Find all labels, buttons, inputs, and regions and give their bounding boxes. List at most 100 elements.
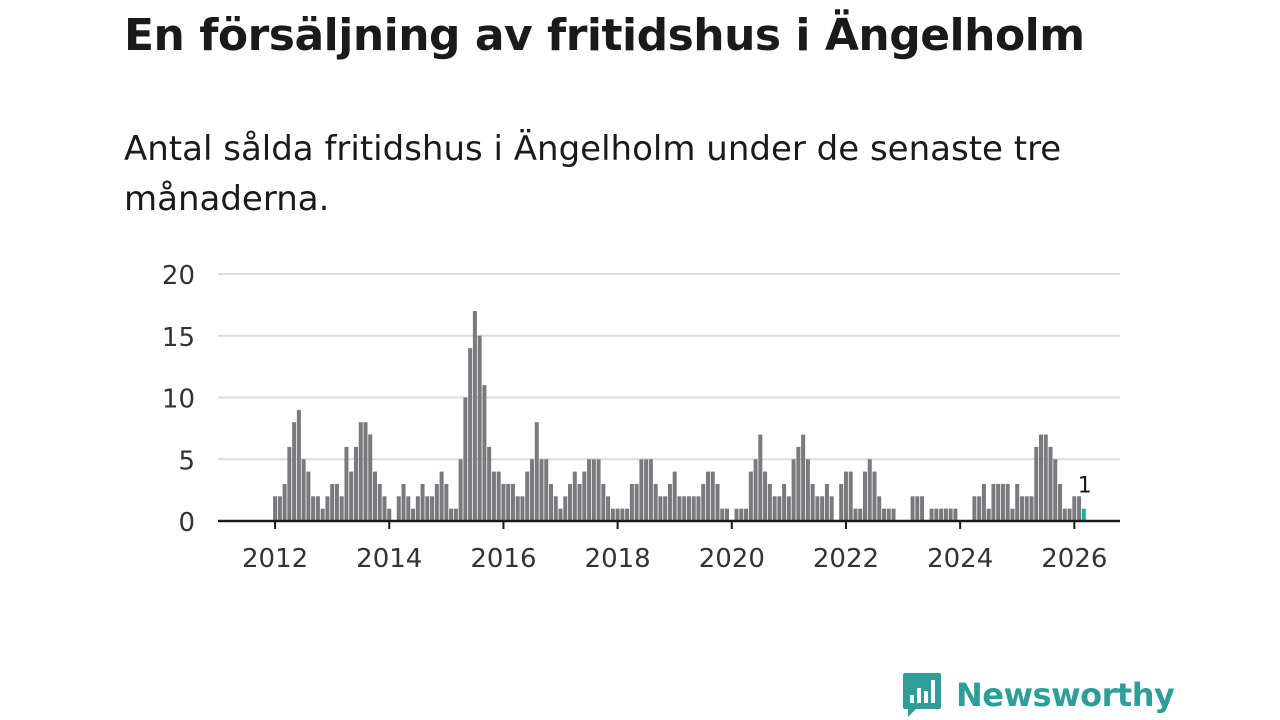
bar [981,483,986,521]
bar [872,471,877,521]
bar [891,508,896,521]
bar [920,496,925,521]
chart-subtitle: Antal sålda fritidshus i Ängelholm under… [124,129,1062,219]
bar [396,496,401,521]
x-tick-label: 2020 [699,544,765,574]
bar [387,508,392,521]
bar [1062,508,1067,521]
bar [301,459,306,521]
bar [534,422,539,521]
y-tick-label: 20 [162,261,195,291]
bar [482,385,487,521]
bar [658,496,663,521]
bar [782,483,787,521]
x-tick-label: 2022 [813,544,879,574]
bar [349,471,354,521]
bar [491,471,496,521]
bar [744,508,749,521]
bar [820,496,825,521]
chart-title: En försäljning av fritidshus i Ängelholm [124,10,1085,61]
bar [953,508,958,521]
bar [672,471,677,521]
bar [929,508,934,521]
bar [991,483,996,521]
bar [610,508,615,521]
bar [915,496,920,521]
bar [725,508,730,521]
bar [487,446,492,521]
bar [815,496,820,521]
bar [1058,483,1063,521]
bar [972,496,977,521]
bar [315,496,320,521]
bar [739,508,744,521]
bar [439,471,444,521]
bar [853,508,858,521]
bar [1024,496,1029,521]
highlight-bar [1081,508,1086,521]
bar [715,483,720,521]
bar [634,483,639,521]
bar [858,508,863,521]
bar [639,459,644,521]
bar [296,409,301,521]
bar [577,483,582,521]
bar [653,483,658,521]
bar [686,496,691,521]
bar [501,483,506,521]
bar [582,471,587,521]
bar [506,483,511,521]
bar [339,496,344,521]
x-tick-label: 2024 [927,544,993,574]
bar [701,483,706,521]
bar [1015,483,1020,521]
bar [382,496,387,521]
bar [539,459,544,521]
bar [468,348,473,521]
bar [877,496,882,521]
bar [568,483,573,521]
bar [358,422,363,521]
bar [677,496,682,521]
bar [625,508,630,521]
bar [334,483,339,521]
bar [1053,459,1058,521]
bar [1000,483,1005,521]
bar [496,471,501,521]
bar [796,446,801,521]
bar [1039,434,1043,521]
bar [758,434,763,521]
bar [848,471,853,521]
y-tick-label: 5 [178,446,195,476]
bar [663,496,668,521]
bar [411,508,416,521]
bar [734,508,739,521]
bar [372,471,377,521]
bar [696,496,701,521]
y-tick-label: 10 [162,385,195,415]
bar [648,459,653,521]
bar [353,446,358,521]
bar [691,496,696,521]
bar [934,508,939,521]
bar [406,496,411,521]
bar-chart-speech-bubble-icon [903,673,941,717]
bar-chart: 0 5 10 15 20 2012 2014 2016 2018 2020 2022 2024 202… [162,261,1120,574]
bar [939,508,944,521]
bar [477,335,482,521]
bar [549,483,554,521]
newsworthy-brand[interactable]: Newsworthy [902,670,1175,720]
bar [824,483,829,521]
bar [862,471,867,521]
bar [401,483,406,521]
bar [520,496,525,521]
bar [510,483,515,521]
x-axis: 2012 2014 2016 2018 2020 2022 2024 2026 [218,519,1120,574]
bar [282,483,287,521]
y-tick-label: 15 [162,323,195,353]
bar [829,496,834,521]
bar [553,496,558,521]
bar [620,508,625,521]
x-tick-label: 2012 [242,544,308,574]
bar [544,459,549,521]
